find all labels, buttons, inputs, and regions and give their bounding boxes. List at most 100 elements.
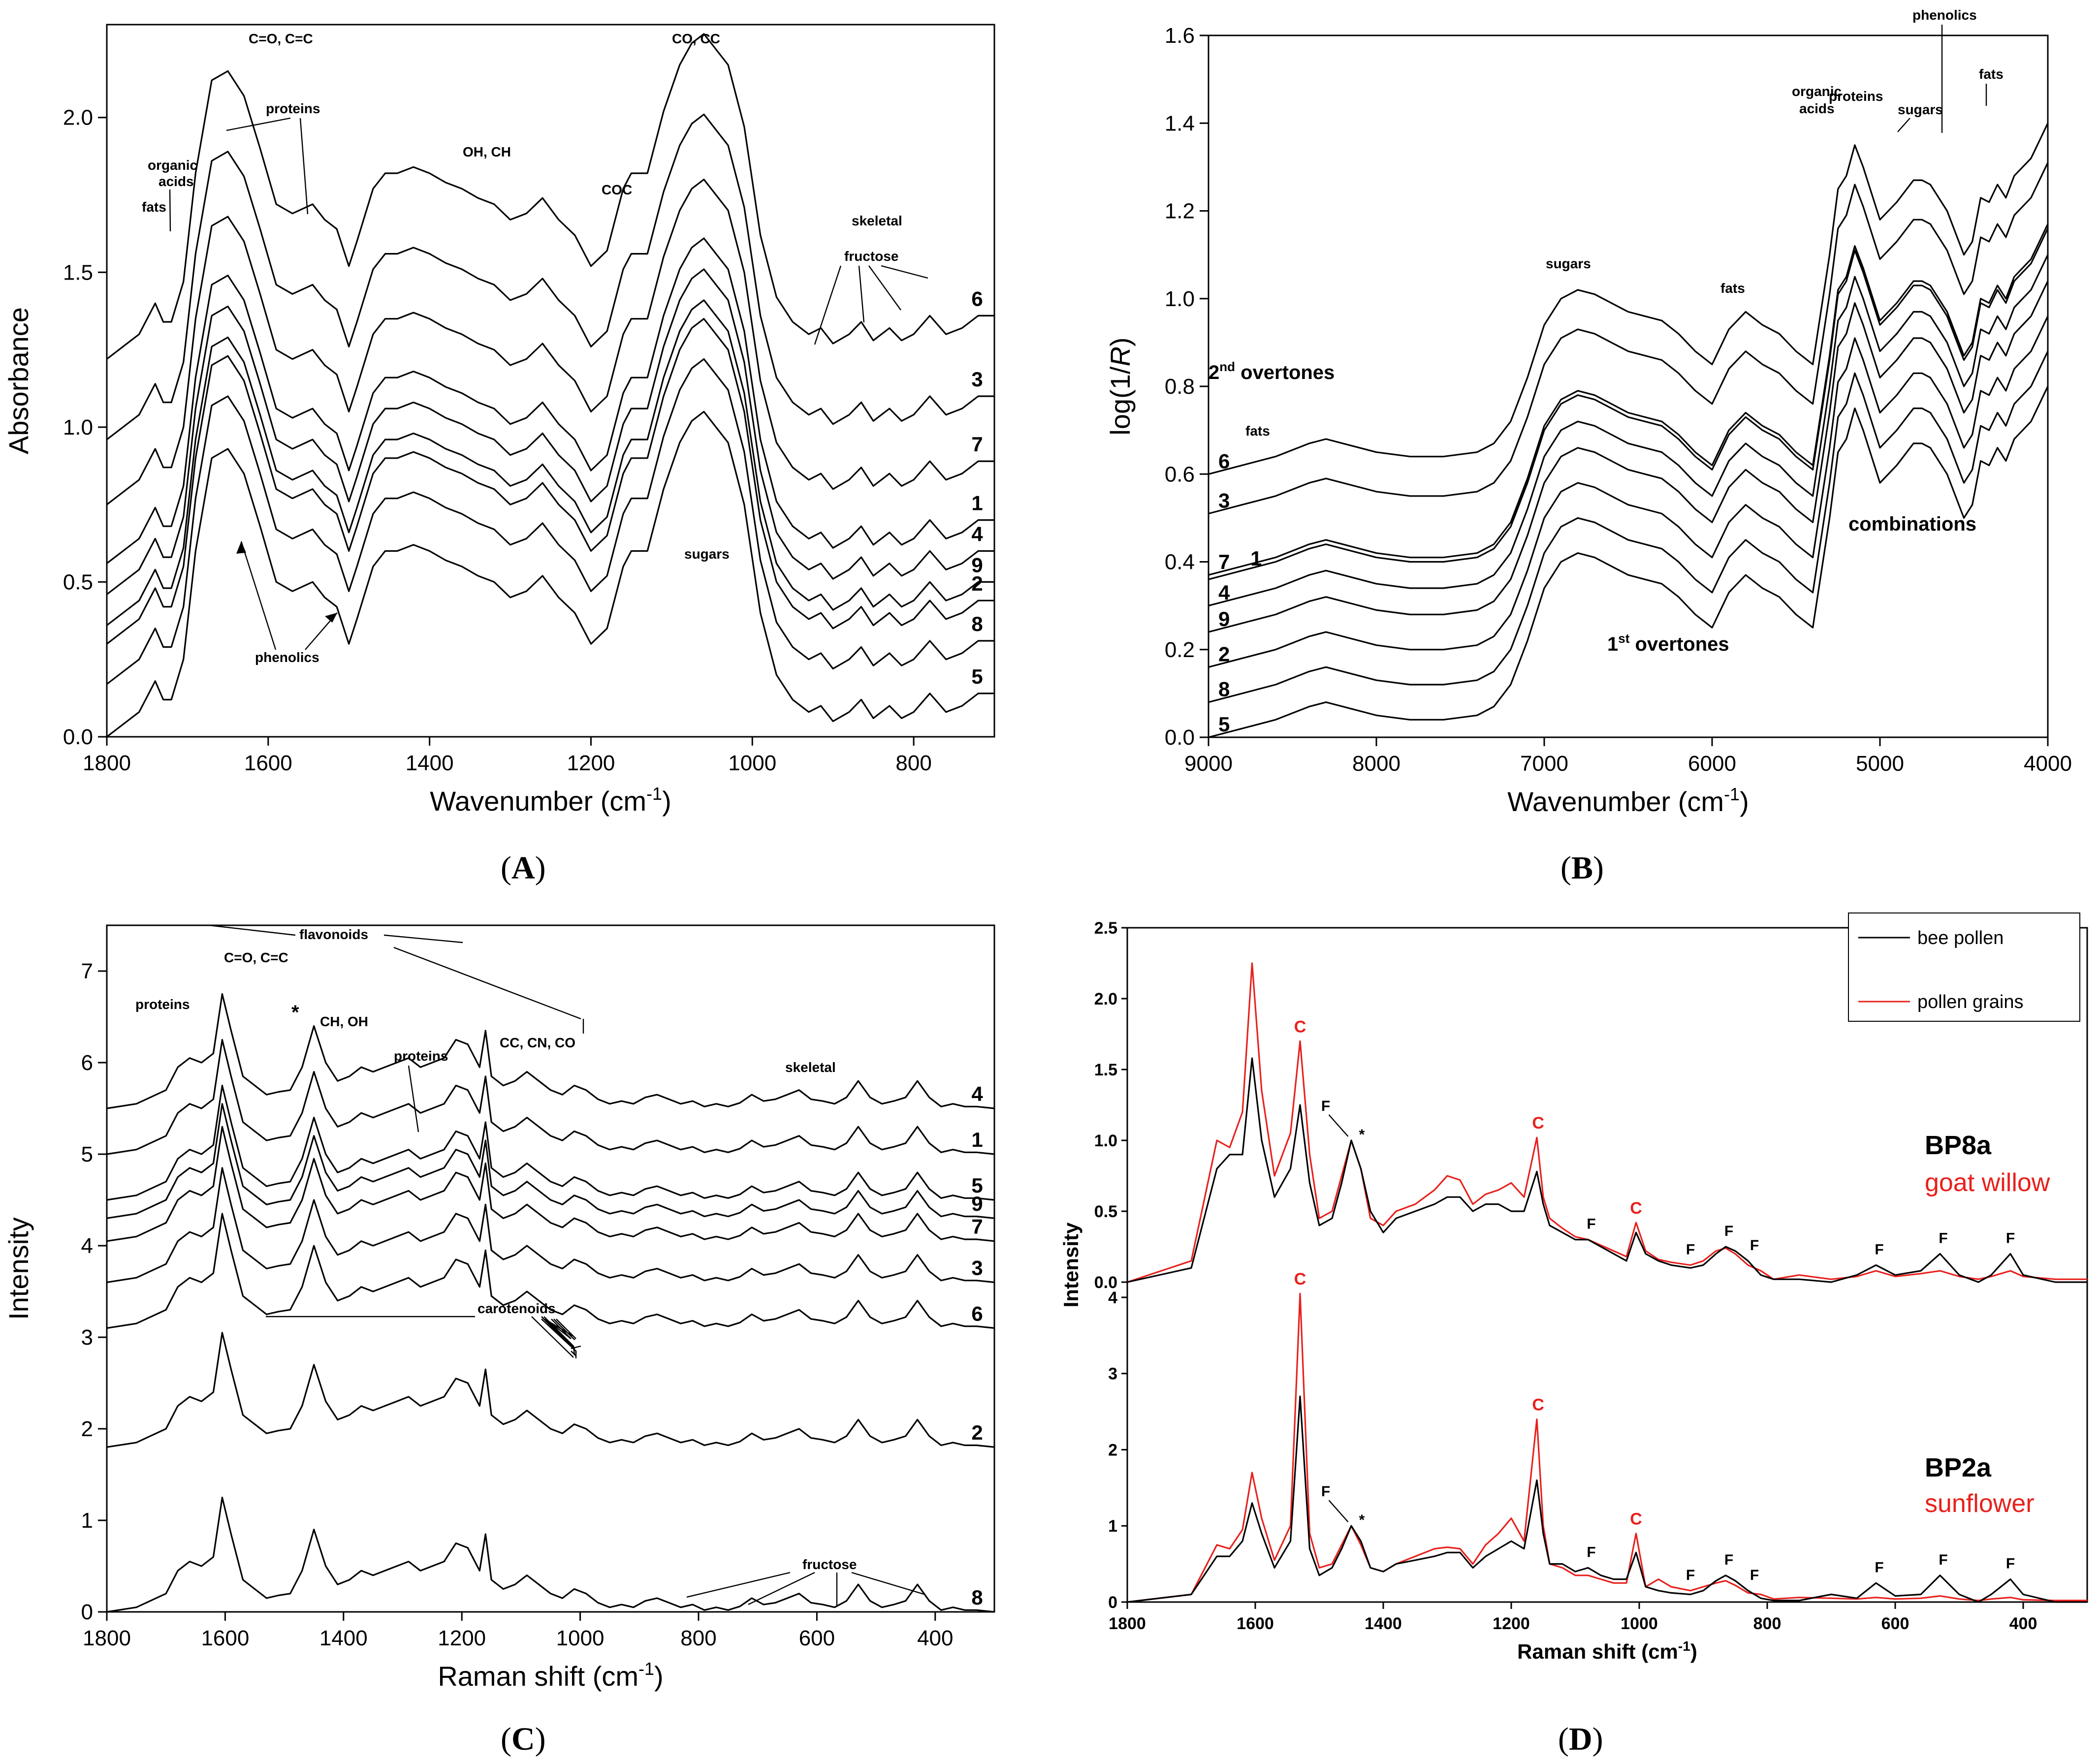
spectrum-curve-2 xyxy=(106,1332,995,1448)
ann-proteins: proteins xyxy=(266,101,320,116)
ann-1st-overtones: 1st overtones xyxy=(1607,631,1729,655)
x-tick-label: 600 xyxy=(1881,1614,1909,1633)
curve-label-2: 2 xyxy=(971,1421,983,1444)
y-axis-title: log(1/R) xyxy=(1105,337,1136,435)
flavonoid-arrow-label: F xyxy=(1321,1098,1330,1114)
plot-frame xyxy=(1126,927,2088,1603)
ann-asterisk: * xyxy=(291,1002,299,1023)
panel-label-a: (A) xyxy=(501,850,546,886)
ann-phenolics: phenolics xyxy=(255,650,319,665)
y-tick-label: 0.5 xyxy=(1094,1202,1117,1221)
y-tick-label: 0.0 xyxy=(1094,1273,1117,1292)
ann-proteins-leader xyxy=(408,1065,419,1133)
species-sunflower: sunflower xyxy=(1925,1489,2035,1518)
spectrum-curve-6 xyxy=(106,1213,995,1329)
spectrum-curve-8 xyxy=(1208,351,2049,703)
ann-fats-mid: fats xyxy=(1720,281,1745,296)
ann-carotenoids-leaders xyxy=(266,1316,581,1353)
carotenoid-peak-label: C xyxy=(1294,1270,1306,1289)
ann-proteins: proteins xyxy=(135,997,190,1012)
ann-carotenoids-leaders-5 xyxy=(541,1316,575,1355)
curve-label-8: 8 xyxy=(971,612,983,635)
flavonoid-peak-label: F xyxy=(1587,1216,1595,1232)
curve-label-4: 4 xyxy=(971,523,983,546)
y-tick-label: 1 xyxy=(81,1509,93,1533)
flavonoid-peak-label: F xyxy=(1686,1567,1695,1583)
x-tick-label: 1800 xyxy=(83,1626,131,1650)
spectrum-curve-1 xyxy=(106,237,994,564)
y-tick-label: 2.5 xyxy=(1094,919,1117,938)
x-axis-title: Raman shift (cm-1) xyxy=(1517,1638,1697,1663)
y-tick-label: 2 xyxy=(1108,1441,1117,1459)
ann-acids: acids xyxy=(159,174,194,189)
spectrum-curve-4 xyxy=(106,993,995,1109)
curve-label-3: 3 xyxy=(971,368,983,391)
carotenoid-peak-label: C xyxy=(1532,1114,1544,1133)
ann-organic: organic xyxy=(148,157,197,173)
x-tick-label: 5000 xyxy=(1856,752,1904,776)
curve-label-6: 6 xyxy=(971,1302,983,1325)
x-tick-label: 4000 xyxy=(2024,752,2072,776)
plot-frame xyxy=(106,924,995,1613)
sample-bp8a: BP8a xyxy=(1925,1131,1992,1160)
x-tick-label: 1600 xyxy=(1237,1614,1274,1633)
x-tick-label: 1000 xyxy=(556,1626,605,1650)
spectrum-curve-4 xyxy=(1208,254,2049,607)
spectrum-curve-6 xyxy=(106,33,994,360)
y-tick-label: 7 xyxy=(81,959,93,983)
panel-label-b: (B) xyxy=(1560,850,1604,886)
panel-c-curves: 4 1 597 3 6 2 8 xyxy=(106,993,995,1613)
curve-label-9: 9 xyxy=(971,553,983,576)
curve-label-1: 1 xyxy=(1250,547,1262,570)
ann-co-cc: CO, CC xyxy=(672,31,720,46)
legend-pollen-grains: pollen grains xyxy=(1917,992,2023,1012)
x-tick-label: 8000 xyxy=(1352,752,1400,776)
spectrum-curve-8 xyxy=(106,358,994,685)
spectrum-curve-7 xyxy=(1208,223,2049,576)
ann-flavonoids-leaders xyxy=(209,924,584,1034)
flavonoid-peak-label: F xyxy=(1875,1559,1883,1575)
x-tick-label: 600 xyxy=(799,1626,835,1650)
ann-acids: acids xyxy=(1799,101,1835,116)
flavonoid-peak-label: F xyxy=(1686,1241,1695,1258)
flavonoid-peak-label: F xyxy=(1939,1552,1947,1568)
ann-skeletal: skeletal xyxy=(852,213,902,228)
carotenoid-peak-label: C xyxy=(1294,1017,1306,1036)
y-tick-label: 0.5 xyxy=(63,570,93,594)
flavonoid-peak-label: F xyxy=(1724,1223,1733,1239)
curve-label-2: 2 xyxy=(971,572,983,595)
y-tick-label: 1.0 xyxy=(1094,1132,1117,1150)
panel-b-annotations: phenolics proteins sugars organic acids … xyxy=(1209,7,2004,655)
ann-fructose: fructose xyxy=(802,1557,857,1572)
ann-fats-top: fats xyxy=(1979,66,2004,82)
ann-proteins-leaders xyxy=(226,117,309,215)
y-tick-label: 1.4 xyxy=(1165,111,1195,135)
y-tick-label: 1.0 xyxy=(1165,287,1195,311)
ann-b-leaders xyxy=(1897,25,1987,133)
curve-label-5: 5 xyxy=(971,1174,983,1197)
y-tick-label: 0.2 xyxy=(1165,638,1195,662)
panel-d-curves: C C C F F F F F F F F * C C C F F F F F F F F * xyxy=(1127,962,2087,1603)
y-tick-label: 1.2 xyxy=(1165,199,1195,223)
y-axis-title: Intensity xyxy=(1059,1222,1082,1307)
spectrum-curve-2 xyxy=(106,318,994,645)
ann-organic: organic xyxy=(1792,84,1842,99)
curve-label-8: 8 xyxy=(971,1586,983,1609)
ann-fructose-leaders xyxy=(686,1572,926,1607)
ann-carotenoids: carotenoids xyxy=(477,1301,556,1316)
ann-carotenoids-leaders-6 xyxy=(531,1316,574,1358)
panel-b: 9000 8000 7000 6000 5000 4000 0.0 0.2 0.4 0.6 0.8 1… xyxy=(1105,7,2072,817)
x-axis-title: Raman shift (cm-1) xyxy=(438,1659,663,1692)
spectrum-curve-8 xyxy=(106,1496,995,1613)
curve-label-5: 5 xyxy=(971,665,983,688)
y-tick-label: 1.6 xyxy=(1165,24,1195,48)
x-tick-label: 1400 xyxy=(1365,1614,1402,1633)
spectrum-curve-7 xyxy=(106,179,994,505)
asterisk-label: * xyxy=(1359,1512,1365,1528)
flavonoid-arrow-label: F xyxy=(1321,1483,1330,1500)
spectrum-curve-2 xyxy=(1208,315,2049,668)
carotenoid-peak-label: C xyxy=(1532,1396,1544,1415)
y-tick-label: 4 xyxy=(81,1234,93,1258)
y-tick-label: 5 xyxy=(81,1142,93,1166)
curve-label-4: 4 xyxy=(971,1082,983,1105)
